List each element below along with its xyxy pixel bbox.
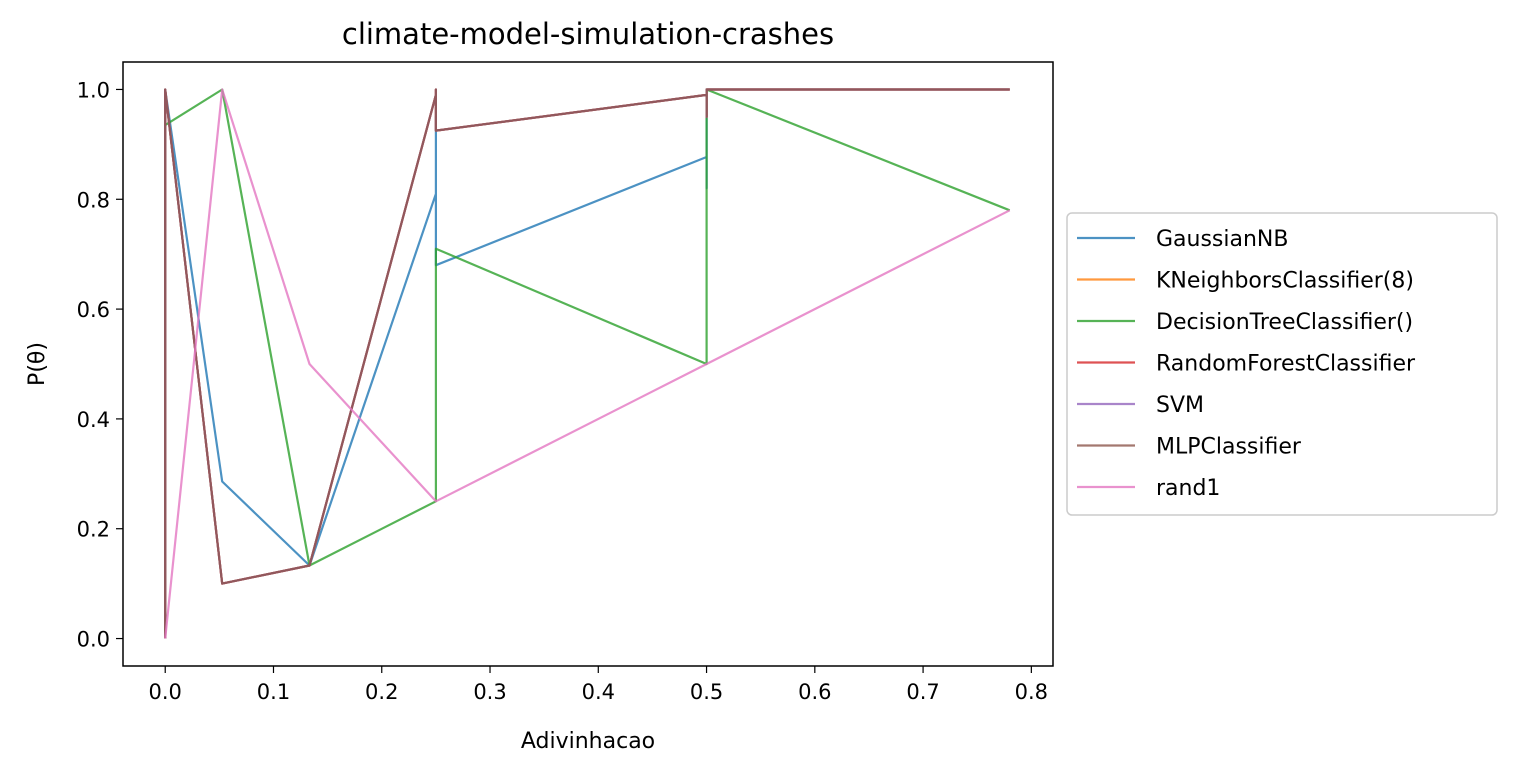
- x-tick-label: 0.2: [365, 680, 398, 704]
- y-tick-label: 0.0: [77, 628, 110, 652]
- x-tick-label: 0.8: [1015, 680, 1048, 704]
- x-tick-label: 0.7: [906, 680, 939, 704]
- legend-label: MLPClassifier: [1156, 435, 1302, 460]
- legend: GaussianNB KNeighborsClassifier(8) Decisio…: [1066, 212, 1498, 516]
- legend-label: DecisionTreeClassifier(): [1156, 310, 1413, 335]
- x-tick-label: 0.4: [582, 680, 615, 704]
- legend-box: [1066, 212, 1498, 516]
- chart-title: climate-model-simulation-crashes: [342, 17, 834, 51]
- x-tick-label: 0.5: [690, 680, 723, 704]
- y-tick-label: 1.0: [77, 78, 110, 102]
- x-tick-label: 0.6: [798, 680, 831, 704]
- series-lines: [164, 88, 1011, 639]
- y-tick-label: 0.2: [77, 518, 110, 542]
- legend-label: KNeighborsClassifier(8): [1156, 269, 1414, 294]
- tick-marks-and-labels: 0.0 0.1 0.2 0.3 0.4 0.5 0.6 0.7 0.8 0.0 0.2 0.4 0.6 0…: [77, 78, 1048, 704]
- y-axis-label: P(θ): [25, 342, 50, 386]
- legend-label: rand1: [1156, 476, 1220, 501]
- x-tick-label: 0.0: [149, 680, 182, 704]
- y-tick-label: 0.8: [77, 188, 110, 212]
- legend-label: GaussianNB: [1156, 227, 1288, 252]
- x-tick-label: 0.3: [473, 680, 506, 704]
- legend-label: SVM: [1156, 393, 1204, 418]
- y-tick-label: 0.4: [77, 408, 110, 432]
- series-line-5: [164, 88, 1010, 639]
- series-line-6: [164, 88, 1011, 639]
- x-axis-label: Adivinhacao: [521, 729, 655, 754]
- legend-label: RandomForestClassifier: [1156, 352, 1416, 377]
- plot-area-frame: [122, 61, 1054, 667]
- x-tick-label: 0.1: [257, 680, 290, 704]
- y-tick-label: 0.6: [77, 298, 110, 322]
